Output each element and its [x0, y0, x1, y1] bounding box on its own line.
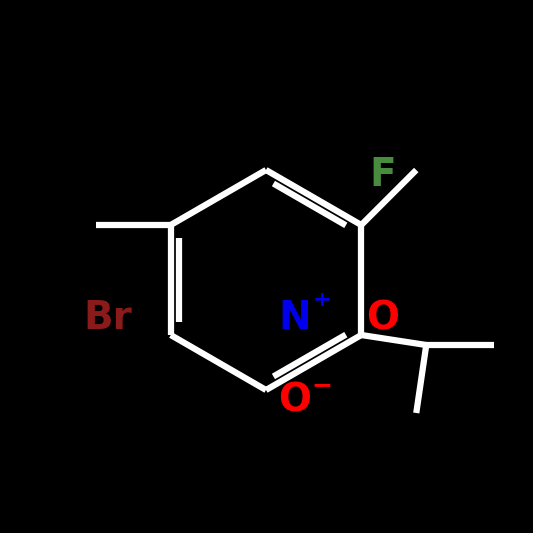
Text: F: F [370, 156, 397, 194]
Text: +: + [313, 290, 332, 310]
Text: Br: Br [84, 299, 132, 337]
Text: N: N [279, 299, 311, 337]
Text: O: O [367, 299, 400, 337]
Text: −: − [311, 373, 333, 397]
Text: O: O [279, 381, 311, 419]
